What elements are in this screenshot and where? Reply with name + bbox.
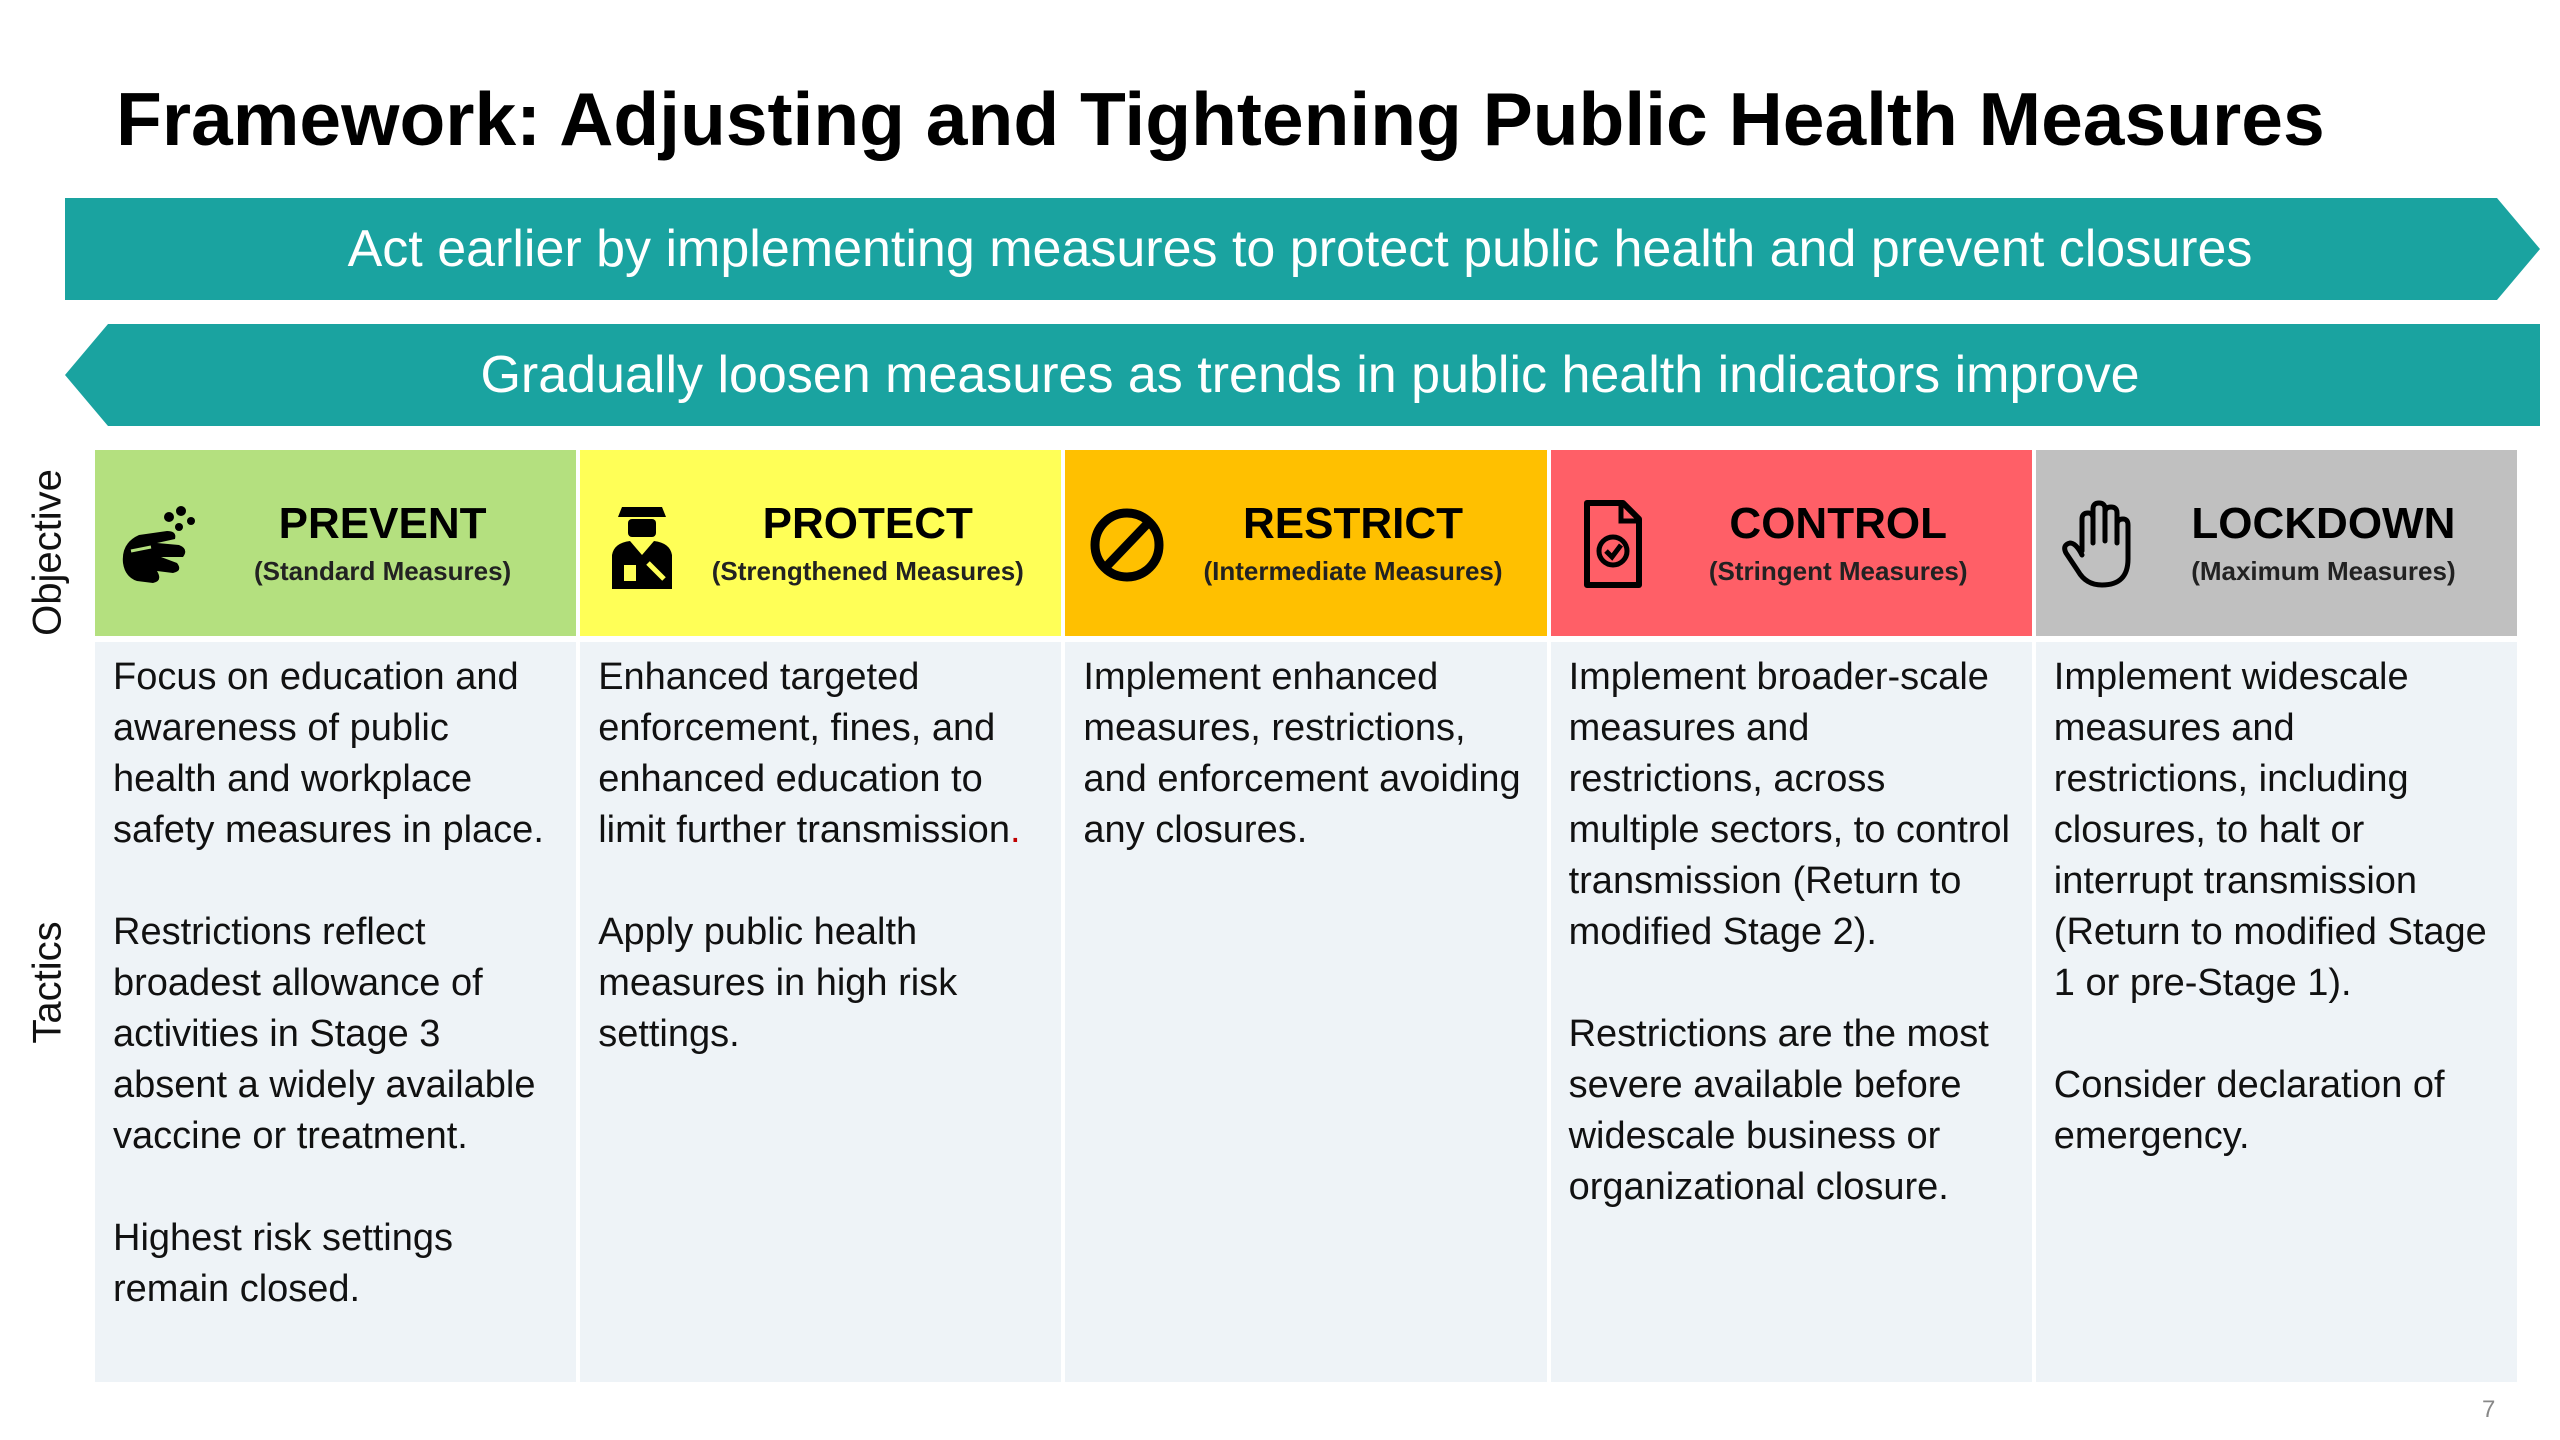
restrict-title: RESTRICT xyxy=(1242,499,1463,549)
prevent-title: PREVENT xyxy=(278,499,487,549)
control-subtitle: (Stringent Measures) xyxy=(1708,555,1968,586)
control-tactics: Implement broader-scale measures and res… xyxy=(1550,642,2032,1382)
prevent-tactics: Focus on education and awareness of publ… xyxy=(95,642,577,1382)
tactics-label: Tactics xyxy=(25,921,70,1044)
page-number: 7 xyxy=(2482,1396,2496,1423)
restrict-tactics: Implement enhanced measures, restriction… xyxy=(1065,642,1547,1382)
protect-subtitle: (Strengthened Measures) xyxy=(711,555,1024,586)
lockdown-tactics: Implement widescale measures and restric… xyxy=(2035,642,2517,1382)
prohibited-icon xyxy=(1087,493,1167,593)
officer-icon xyxy=(602,493,682,593)
checked-document-icon xyxy=(1573,493,1653,593)
tactic-text: Restrictions reflect broadest allowance … xyxy=(113,911,536,1157)
column-control: CONTROL (Stringent Measures) Implement b… xyxy=(1550,450,2032,1382)
lockdown-header: LOCKDOWN (Maximum Measures) xyxy=(2035,450,2517,636)
tactic-text: Focus on education and awareness of publ… xyxy=(113,656,544,851)
tactic-text: Consider declaration of emergency. xyxy=(2053,1064,2445,1157)
control-header: CONTROL (Stringent Measures) xyxy=(1550,450,2032,636)
red-period: . xyxy=(1009,809,1021,851)
protect-title: PROTECT xyxy=(762,499,973,549)
handwashing-icon xyxy=(117,493,197,593)
column-protect: PROTECT (Strengthened Measures) Enhanced… xyxy=(580,450,1062,1382)
slide-title: Framework: Adjusting and Tightening Publ… xyxy=(116,77,2325,161)
lockdown-subtitle: (Maximum Measures) xyxy=(2191,555,2456,586)
prevent-header: PREVENT (Standard Measures) xyxy=(95,450,577,636)
control-title: CONTROL xyxy=(1729,499,1947,549)
gradually-loosen-text: Gradually loosen measures as trends in p… xyxy=(480,346,2140,404)
column-prevent: PREVENT (Standard Measures) Focus on edu… xyxy=(95,450,577,1382)
protect-header: PROTECT (Strengthened Measures) xyxy=(580,450,1062,636)
lockdown-title: LOCKDOWN xyxy=(2191,499,2456,549)
tactic-text: Implement widescale measures and restric… xyxy=(2053,656,2487,1004)
gradually-loosen-banner: Gradually loosen measures as trends in p… xyxy=(0,324,2560,426)
column-restrict: RESTRICT (Intermediate Measures) Impleme… xyxy=(1065,450,1547,1382)
act-earlier-text: Act earlier by implementing measures to … xyxy=(347,220,2253,278)
raised-hand-icon xyxy=(2058,493,2138,593)
right-arrow-banner-shape xyxy=(65,198,2540,300)
protect-tactics: Enhanced targeted enforcement, fines, an… xyxy=(580,642,1062,1382)
left-arrow-banner-shape xyxy=(65,324,2540,426)
objective-label: Objective xyxy=(25,469,70,636)
tactic-text: Restrictions are the most severe availab… xyxy=(1568,1013,1989,1208)
column-lockdown: LOCKDOWN (Maximum Measures) Implement wi… xyxy=(2035,450,2517,1382)
restrict-header: RESTRICT (Intermediate Measures) xyxy=(1065,450,1547,636)
restrict-subtitle: (Intermediate Measures) xyxy=(1203,555,1503,586)
act-earlier-banner: Act earlier by implementing measures to … xyxy=(0,198,2560,300)
tactic-text: Highest risk settings remain closed. xyxy=(113,1217,454,1310)
tactic-text: Implement broader-scale measures and res… xyxy=(1568,656,2010,953)
tactic-text: Enhanced targeted enforcement, fines, an… xyxy=(598,656,1010,851)
prevent-subtitle: (Standard Measures) xyxy=(254,555,512,586)
tactic-text: Apply public health measures in high ris… xyxy=(598,911,958,1055)
measures-table: PREVENT (Standard Measures) Focus on edu… xyxy=(95,450,2517,1382)
tactic-text: Implement enhanced measures, restriction… xyxy=(1083,656,1521,851)
